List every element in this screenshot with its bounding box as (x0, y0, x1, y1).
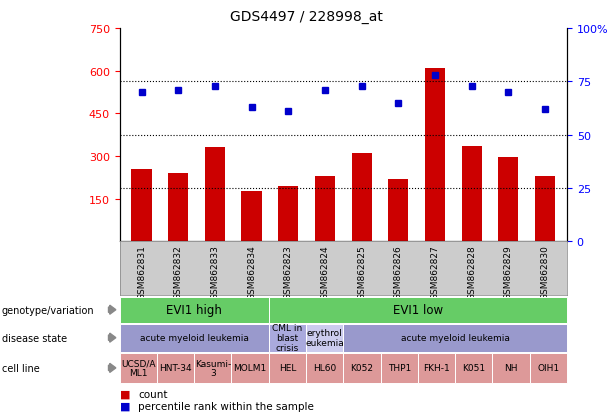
Bar (242, 192, 262, 242)
Text: GDS4497 / 228998_at: GDS4497 / 228998_at (230, 10, 383, 24)
Bar (315, 176, 335, 242)
Bar (168, 173, 188, 242)
Bar (205, 148, 225, 242)
Text: GSM862827: GSM862827 (430, 244, 440, 299)
Text: THP1: THP1 (387, 363, 411, 373)
Text: HNT-34: HNT-34 (159, 363, 192, 373)
Text: K052: K052 (351, 363, 373, 373)
Text: GSM862829: GSM862829 (504, 244, 513, 299)
Text: K051: K051 (462, 363, 485, 373)
Text: UCSD/A
ML1: UCSD/A ML1 (121, 358, 156, 377)
Text: Kasumi-
3: Kasumi- 3 (195, 358, 231, 377)
Text: HL60: HL60 (313, 363, 337, 373)
Bar (425, 69, 445, 242)
Text: MOLM1: MOLM1 (234, 363, 267, 373)
Text: disease state: disease state (2, 333, 67, 343)
Bar (278, 186, 299, 242)
Bar (498, 158, 519, 242)
Text: EVI1 low: EVI1 low (393, 304, 443, 316)
Text: GSM862830: GSM862830 (541, 244, 549, 299)
Text: GSM862834: GSM862834 (247, 244, 256, 299)
Bar (535, 176, 555, 242)
Text: CML in
blast
crisis: CML in blast crisis (272, 324, 302, 352)
Text: GSM862826: GSM862826 (394, 244, 403, 299)
Text: OIH1: OIH1 (538, 363, 560, 373)
Text: acute myeloid leukemia: acute myeloid leukemia (140, 333, 248, 342)
Text: HEL: HEL (279, 363, 296, 373)
Bar (388, 179, 408, 242)
Bar (131, 169, 151, 242)
Text: GSM862833: GSM862833 (210, 244, 219, 299)
Text: GSM862824: GSM862824 (321, 244, 329, 299)
Text: percentile rank within the sample: percentile rank within the sample (138, 401, 314, 411)
Text: ■: ■ (120, 401, 130, 411)
Text: count: count (138, 389, 167, 399)
Text: EVI1 high: EVI1 high (166, 304, 222, 316)
Text: erythrol
eukemia: erythrol eukemia (305, 328, 344, 347)
Text: GSM862832: GSM862832 (173, 244, 183, 299)
Text: ■: ■ (120, 389, 130, 399)
Text: NH: NH (504, 363, 518, 373)
Text: GSM862825: GSM862825 (357, 244, 366, 299)
Text: GSM862828: GSM862828 (467, 244, 476, 299)
Text: GSM862823: GSM862823 (284, 244, 293, 299)
Bar (351, 154, 371, 242)
Bar (462, 147, 482, 242)
Text: cell line: cell line (2, 363, 40, 373)
Text: genotype/variation: genotype/variation (2, 305, 94, 315)
Text: FKH-1: FKH-1 (423, 363, 450, 373)
Text: acute myeloid leukemia: acute myeloid leukemia (401, 333, 509, 342)
Text: GSM862831: GSM862831 (137, 244, 146, 299)
